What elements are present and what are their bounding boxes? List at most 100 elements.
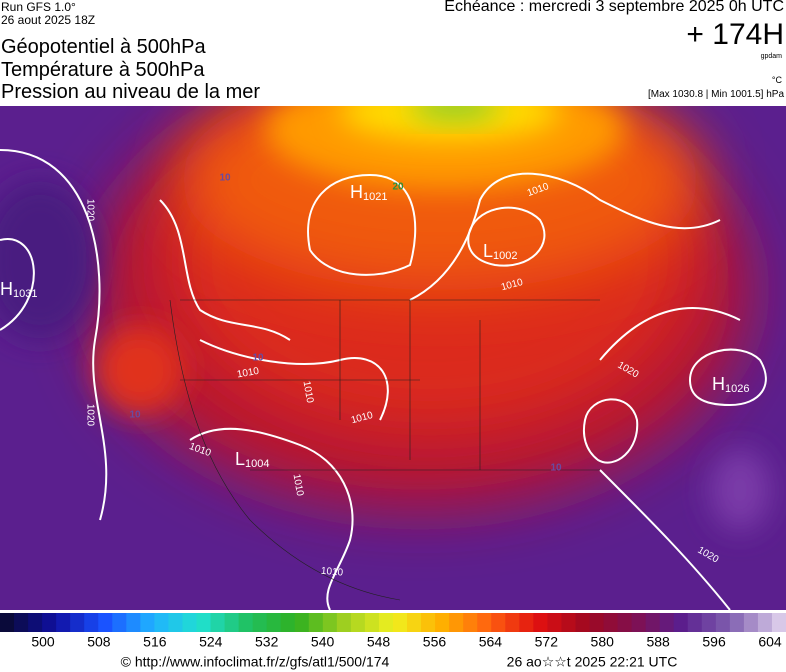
center-value: 1031 xyxy=(13,288,37,300)
temperature-label: 10 xyxy=(219,173,231,184)
color-swatch xyxy=(435,613,450,632)
temperature-label: 20 xyxy=(392,182,404,193)
isobar-label: 1010 xyxy=(301,380,316,404)
color-swatch xyxy=(771,613,786,632)
color-swatch xyxy=(70,613,85,632)
center-value: 1021 xyxy=(363,191,387,203)
color-swatch xyxy=(617,613,633,632)
color-swatch xyxy=(84,613,99,632)
color-swatch xyxy=(196,613,212,632)
unit: gpdam xyxy=(760,53,782,60)
unit: °C xyxy=(771,75,782,85)
footer-url: © http://www.infoclimat.fr/z/gfs/atl1/50… xyxy=(121,654,390,670)
color-swatch xyxy=(743,613,759,632)
color-swatch xyxy=(715,613,731,632)
colorbar-tick-label: 524 xyxy=(199,634,223,650)
footer-timestamp: 26 ao☆☆t 2025 22:21 UTC xyxy=(507,654,678,670)
pressure-center: H1026 xyxy=(712,374,749,395)
color-swatch xyxy=(42,613,57,632)
center-value: 1026 xyxy=(725,383,749,395)
colorbar-tick-label: 596 xyxy=(702,634,726,650)
color-swatch xyxy=(757,613,773,632)
color-swatch xyxy=(238,613,254,632)
color-swatch xyxy=(210,613,226,632)
color-swatch xyxy=(603,613,619,632)
color-swatch xyxy=(252,613,268,632)
pressure-range: [Max 1030.8 | Min 1001.5] hPa xyxy=(647,89,784,100)
isobar-label: 1010 xyxy=(320,566,344,579)
pressure-center: H1031 xyxy=(0,279,37,300)
color-swatch xyxy=(547,613,562,632)
center-value: 1004 xyxy=(245,458,269,470)
center-letter: H xyxy=(0,279,13,299)
color-swatch xyxy=(28,613,43,632)
temperature-label: 10 xyxy=(550,463,562,474)
color-swatch xyxy=(477,613,492,632)
lead-time: + 174H xyxy=(686,18,784,51)
color-swatch xyxy=(308,613,324,632)
color-swatch xyxy=(364,613,380,632)
color-swatch xyxy=(14,613,29,632)
field xyxy=(0,106,786,610)
color-swatch xyxy=(421,613,436,632)
color-swatch xyxy=(687,613,703,632)
color-swatch xyxy=(0,613,15,632)
color-swatch xyxy=(56,613,71,632)
colorbar-tick-label: 508 xyxy=(87,634,111,650)
colorbar-tick-label: 516 xyxy=(143,634,167,650)
colorbar-tick-label: 580 xyxy=(591,634,615,650)
run-date: 26 aout 2025 18Z xyxy=(1,13,96,27)
color-swatch xyxy=(322,613,338,632)
temperature-label: 10 xyxy=(129,410,141,421)
color-swatch xyxy=(561,613,576,632)
center-letter: L xyxy=(235,449,245,469)
color-swatch xyxy=(126,613,141,632)
color-swatch xyxy=(266,613,282,632)
colorbar-tick-label: 540 xyxy=(311,634,335,650)
color-swatch xyxy=(140,613,155,632)
center-letter: H xyxy=(350,182,363,202)
center-value: 1002 xyxy=(493,250,517,262)
color-swatch xyxy=(182,613,197,632)
color-swatch xyxy=(701,613,717,632)
color-swatch xyxy=(449,613,464,632)
isobar-label: 1020 xyxy=(84,199,95,222)
color-swatch xyxy=(659,613,675,632)
color-swatch xyxy=(280,613,296,632)
color-swatch xyxy=(224,613,240,632)
color-swatch xyxy=(519,613,534,632)
color-swatch xyxy=(378,613,394,632)
colorbar-tick-label: 556 xyxy=(423,634,447,650)
borders xyxy=(169,299,600,601)
title: Géopotentiel à 500hPa xyxy=(1,36,206,58)
title: Température à 500hPa xyxy=(1,59,205,81)
color-swatch xyxy=(112,613,127,632)
pressure-center: L1002 xyxy=(483,241,518,262)
forecast-time: Echéance : mercredi 3 septembre 2025 0h … xyxy=(444,0,784,15)
color-swatch xyxy=(393,613,408,632)
color-swatch xyxy=(673,613,689,632)
title: Pression au niveau de la mer xyxy=(1,81,261,103)
isobar-label: 1020 xyxy=(84,404,95,427)
center-letter: H xyxy=(712,374,725,394)
colorbar-tick-label: 572 xyxy=(535,634,559,650)
color-swatch xyxy=(491,613,506,632)
isobar-label: 1010 xyxy=(291,473,306,497)
pressure-center: H1021 xyxy=(350,182,387,203)
color-swatch xyxy=(589,613,605,632)
color-swatch xyxy=(294,613,310,632)
temperature-label: 10 xyxy=(252,353,264,364)
colorbar-tick-label: 548 xyxy=(367,634,391,650)
color-swatch xyxy=(98,613,113,632)
color-swatch xyxy=(350,613,366,632)
color-swatch xyxy=(575,613,590,632)
color-swatch xyxy=(505,613,520,632)
color-swatch xyxy=(407,613,422,632)
isobar-label: 1010 xyxy=(236,366,260,381)
colorbar-tick-label: 564 xyxy=(479,634,503,650)
color-swatch xyxy=(154,613,169,632)
color-swatch xyxy=(533,613,548,632)
colorbar-tick-label: 588 xyxy=(646,634,670,650)
